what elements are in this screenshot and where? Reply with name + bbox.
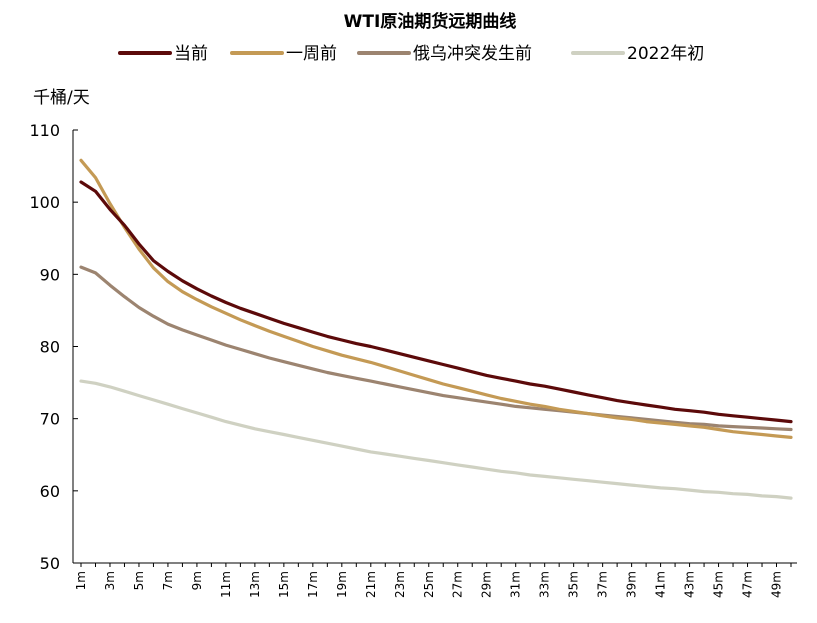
x-axis: 1m 3m 5m 7m 9m 11m 13m 15m 17m 19m 21m 23m 25m 27m 29m…: [73, 562, 797, 598]
x-tick-label: 15m: [277, 571, 291, 598]
x-tick-label: 5m: [132, 571, 146, 590]
legend-label-2: 俄乌冲突发生前: [413, 44, 532, 64]
legend: 当前 一周前 俄乌冲突发生前 2022年初: [118, 44, 704, 64]
x-tick-label: 3m: [103, 571, 117, 590]
series-line-1: [79, 158, 793, 439]
y-tick-label: 90: [40, 265, 60, 284]
x-tick-label: 41m: [654, 571, 668, 598]
x-tick-label: 45m: [712, 571, 726, 598]
x-tick-label: 29m: [480, 571, 494, 598]
x-tick-label: 11m: [219, 571, 233, 598]
x-tick-label: 27m: [451, 571, 465, 598]
x-tick-label: 37m: [596, 571, 610, 598]
x-tick-label: 43m: [683, 571, 697, 598]
x-tick-label: 49m: [770, 571, 784, 598]
x-tick-label: 13m: [248, 571, 262, 598]
y-tick-label: 110: [29, 121, 60, 140]
legend-label-0: 当前: [174, 44, 208, 64]
plot-series: [79, 158, 793, 500]
x-tick-label: 23m: [393, 571, 407, 598]
x-tick-label: 25m: [422, 571, 436, 598]
series-line-2: [79, 265, 793, 432]
x-tick-label: 1m: [74, 571, 88, 590]
chart-title: WTI原油期货远期曲线: [344, 11, 517, 32]
x-tick-label: 33m: [538, 571, 552, 598]
legend-label-1: 一周前: [286, 44, 337, 64]
y-tick-label: 100: [29, 193, 60, 212]
y-tick-label: 50: [40, 554, 60, 573]
y-tick-label: 80: [40, 338, 60, 357]
x-tick-label: 31m: [509, 571, 523, 598]
x-tick-label: 39m: [625, 571, 639, 598]
x-tick-label: 17m: [306, 571, 320, 598]
x-tick-label: 7m: [161, 571, 175, 590]
y-tick-label: 60: [40, 482, 60, 501]
y-tick-label: 70: [40, 410, 60, 429]
y-axis: 50 60 70 80 90 100 110: [29, 121, 78, 573]
x-tick-label: 47m: [741, 571, 755, 598]
y-axis-unit-label: 千桶/天: [33, 88, 90, 108]
x-tick-label: 9m: [190, 571, 204, 590]
x-tick-label: 21m: [364, 571, 378, 598]
series-line-0: [79, 180, 793, 424]
x-tick-label: 35m: [567, 571, 581, 598]
series-line-3: [79, 379, 793, 500]
x-tick-label: 19m: [335, 571, 349, 598]
legend-label-3: 2022年初: [627, 44, 704, 64]
